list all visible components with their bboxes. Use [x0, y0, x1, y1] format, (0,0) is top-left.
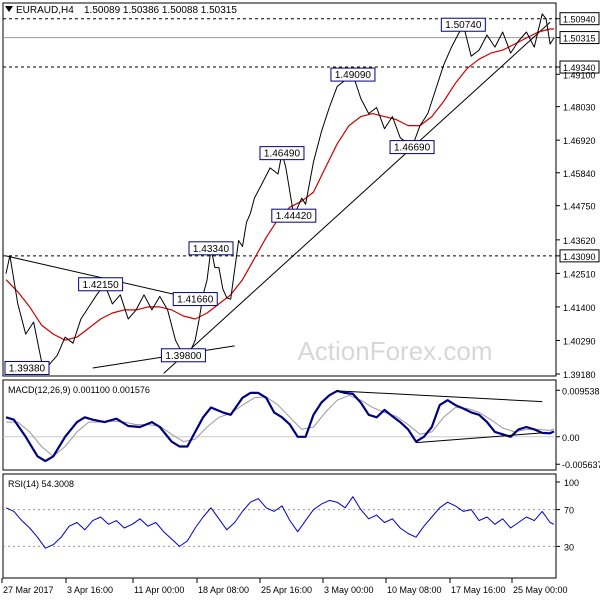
x-axis-label-5: 3 May 00:00 [324, 585, 374, 595]
price-axis-box-2 [559, 31, 600, 45]
price-axis-label-3: 1.49340 [563, 63, 596, 73]
x-axis-label-8: 25 May 00:00 [513, 585, 568, 595]
rsi-axis-label-1: 70 [564, 506, 574, 516]
macd-divergence-line-0 [337, 390, 543, 403]
level-label-box-1 [78, 277, 124, 292]
level-label-box-8 [389, 140, 435, 155]
rsi-axis-label-0: 100 [564, 478, 579, 488]
price-axis-label-2: 1.50315 [563, 34, 596, 44]
level-label-box-7 [330, 67, 376, 82]
macd-axis-label-1: 0.00 [562, 433, 580, 443]
rsi-line [5, 496, 555, 549]
watermark-text: ActionForex.com [297, 336, 492, 366]
price-axis-label-13: 1.40290 [563, 336, 596, 346]
x-axis-label-4: 25 Apr 16:00 [261, 585, 312, 595]
price-axis-label-5: 1.48030 [563, 103, 596, 113]
x-axis-label-1: 3 Apr 16:00 [67, 585, 113, 595]
level-label-text-8: 1.46690 [394, 143, 431, 154]
x-axis-label-6: 10 May 08:00 [387, 585, 442, 595]
ohlc-readout: 1.50089 1.50386 1.50088 1.50315 [84, 5, 237, 16]
x-axis-label-7: 17 May 16:00 [451, 585, 506, 595]
rsi-panel-frame [2, 473, 557, 579]
x-axis-label-3: 18 Apr 08:00 [198, 585, 249, 595]
macd-panel-frame [2, 379, 557, 471]
price-axis-label-6: 1.46920 [563, 136, 596, 146]
macd-divergence-line-1 [415, 432, 543, 444]
level-label-text-0: 1.39380 [9, 363, 46, 374]
price-axis-label-9: 1.43620 [563, 236, 596, 246]
price-axis-label-7: 1.45840 [563, 169, 596, 179]
level-label-text-1: 1.42150 [83, 280, 120, 291]
price-axis-label-11: 1.42510 [563, 269, 596, 279]
level-label-text-2: 1.39800 [165, 351, 202, 362]
macd-signal-line [6, 394, 555, 457]
macd-axis-label-2: -0.005637 [562, 460, 600, 470]
price-panel: 1.39380 1.42150 1.39800 1.41660 1.43340 1.464… [3, 13, 556, 375]
level-label-text-3: 1.41660 [177, 295, 214, 306]
level-label-text-9: 1.50740 [445, 20, 482, 31]
level-label-text-4: 1.43340 [193, 244, 230, 255]
price-panel-frame [2, 2, 557, 377]
macd-panel: MACD(12,26,9) 0.001100 0.001576 [3, 385, 556, 463]
price-axis-label-12: 1.41400 [563, 303, 596, 313]
x-axis-label-2: 11 Apr 00:00 [134, 585, 184, 595]
level-label-text-5: 1.46490 [264, 149, 301, 160]
price-axis-label-4: 1.49100 [563, 70, 596, 80]
price-axis-label-1: 1.50940 [563, 15, 596, 25]
price-axis-label-10: 1.43090 [563, 252, 596, 262]
price-axis-label-8: 1.44750 [563, 202, 596, 212]
rsi-label: RSI(14) 54.3008 [8, 479, 74, 489]
level-label-box-6 [271, 208, 317, 223]
level-label-box-9 [440, 17, 486, 32]
price-axis-box-10 [559, 249, 600, 263]
dropdown-triangle-icon[interactable] [5, 6, 13, 12]
macd-label: MACD(12,26,9) 0.001100 0.001576 [8, 385, 150, 395]
level-label-box-0 [4, 360, 50, 375]
rsi-panel: RSI(14) 54.3008 [3, 479, 556, 549]
trendline-2 [163, 21, 551, 374]
level-label-text-7: 1.49090 [335, 70, 372, 81]
level-label-box-5 [259, 146, 305, 161]
price-axis-label-14: 1.39180 [563, 370, 596, 380]
rsi-axis-label-2: 30 [564, 542, 574, 552]
price-axis-box-3 [559, 60, 600, 74]
level-label-box-2 [160, 348, 206, 363]
macd-axis-label-0: 0.009538 [562, 386, 600, 396]
x-axis-label-0: 27 Mar 2017 [3, 585, 54, 595]
level-label-box-3 [172, 292, 218, 307]
level-label-box-4 [188, 241, 234, 256]
price-axis-box-1 [559, 12, 600, 26]
macd-line [5, 389, 555, 463]
level-label-text-6: 1.44420 [276, 211, 313, 222]
symbol-timeframe: EURAUD,H4 [16, 5, 74, 16]
